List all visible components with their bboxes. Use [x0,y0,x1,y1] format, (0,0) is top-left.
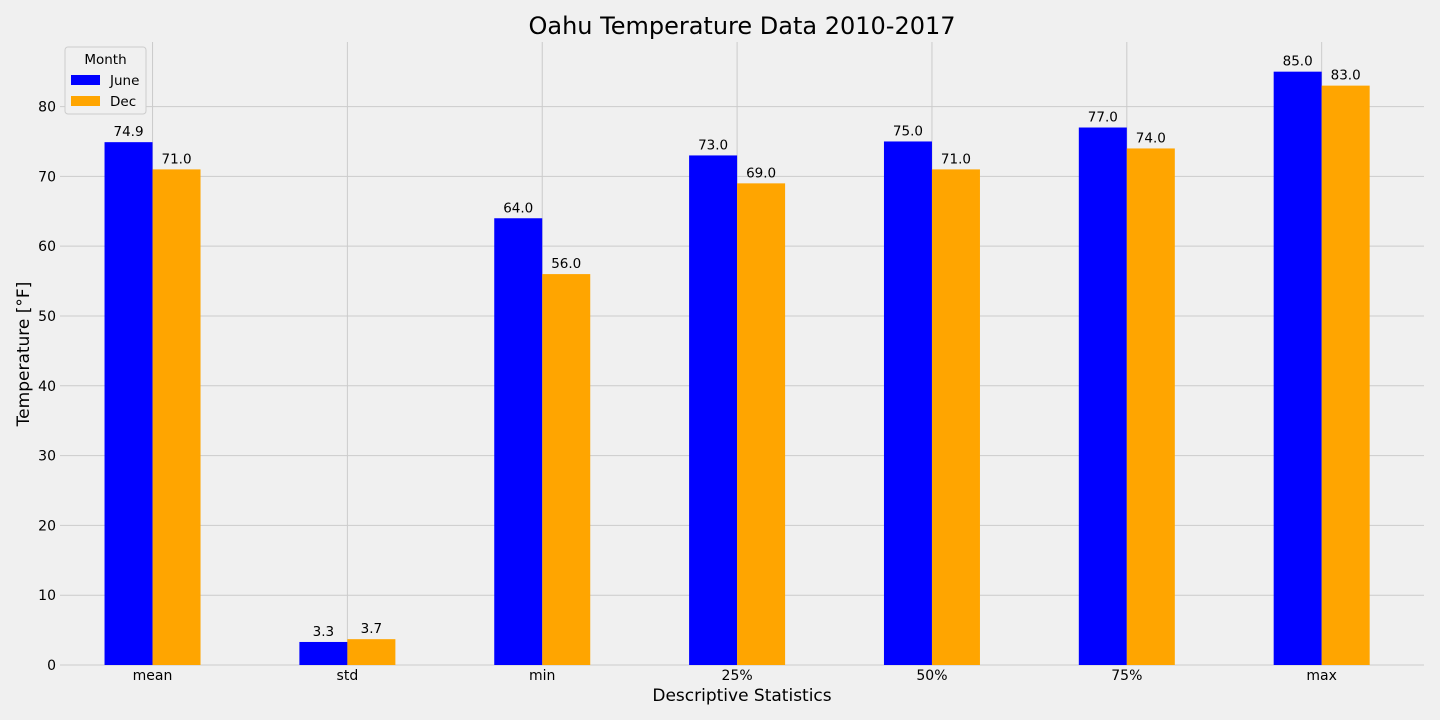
x-tick-label: std [337,668,359,684]
x-axis-label: Descriptive Statistics [652,686,831,706]
y-tick-label: 50 [38,309,56,325]
x-tick-label: mean [133,668,173,684]
data-label-june-5: 77.0 [1088,110,1118,126]
legend-label-dec: Dec [110,94,136,110]
data-label-dec-4: 71.0 [941,151,971,167]
bar-dec-3 [737,183,786,665]
y-axis-label: Temperature [°F] [14,282,34,428]
x-tick-label: min [529,668,555,684]
bars [104,71,1370,666]
y-axis-ticks: 0 10 20 30 40 50 60 70 80 [38,100,56,674]
data-label-dec-1: 3.7 [361,621,382,637]
y-tick-label: 0 [47,658,56,674]
x-tick-label: 25% [722,668,753,684]
y-tick-label: 10 [38,588,56,604]
bar-dec-4 [931,169,980,665]
bar-june-4 [883,141,932,665]
x-tick-label: 75% [1111,668,1142,684]
legend-swatch-dec [71,96,100,106]
y-tick-label: 30 [38,449,56,465]
data-label-dec-0: 71.0 [161,151,191,167]
y-tick-label: 40 [38,379,56,395]
bar-june-1 [299,641,348,665]
data-label-june-1: 3.3 [313,624,334,640]
data-label-dec-2: 56.0 [551,256,581,272]
data-labels: 74.9 3.3 64.0 73.0 75.0 77.0 85.0 71.0 3.7 56.0 69… [113,54,1360,640]
bar-dec-5 [1126,148,1175,665]
y-tick-label: 20 [38,518,56,534]
data-label-june-2: 64.0 [503,200,533,216]
bar-dec-1 [347,639,396,665]
bar-june-6 [1273,71,1322,665]
chart-title: Oahu Temperature Data 2010-2017 [528,12,955,40]
data-label-june-4: 75.0 [893,123,923,139]
legend-swatch-june [71,75,100,85]
x-tick-label: max [1306,668,1337,684]
bar-dec-0 [152,169,201,665]
data-label-june-0: 74.9 [113,124,143,140]
data-label-dec-5: 74.0 [1136,130,1166,146]
bar-june-3 [689,155,738,665]
y-tick-label: 80 [38,100,56,116]
y-tick-label: 60 [38,239,56,255]
data-label-june-6: 85.0 [1283,54,1313,70]
legend-title: Month [84,52,126,68]
bar-dec-6 [1321,85,1370,666]
bar-june-2 [494,218,543,666]
data-label-dec-6: 83.0 [1331,68,1361,84]
data-label-dec-3: 69.0 [746,165,776,181]
legend: Month June Dec [64,46,147,115]
legend-label-june: June [109,73,139,89]
y-tick-label: 70 [38,169,56,185]
bar-june-5 [1078,127,1127,665]
x-tick-label: 50% [916,668,947,684]
data-label-june-3: 73.0 [698,137,728,153]
bar-june-0 [104,142,153,665]
x-axis-ticks: mean std min 25% 50% 75% max [133,668,1337,684]
bar-dec-2 [542,274,591,665]
